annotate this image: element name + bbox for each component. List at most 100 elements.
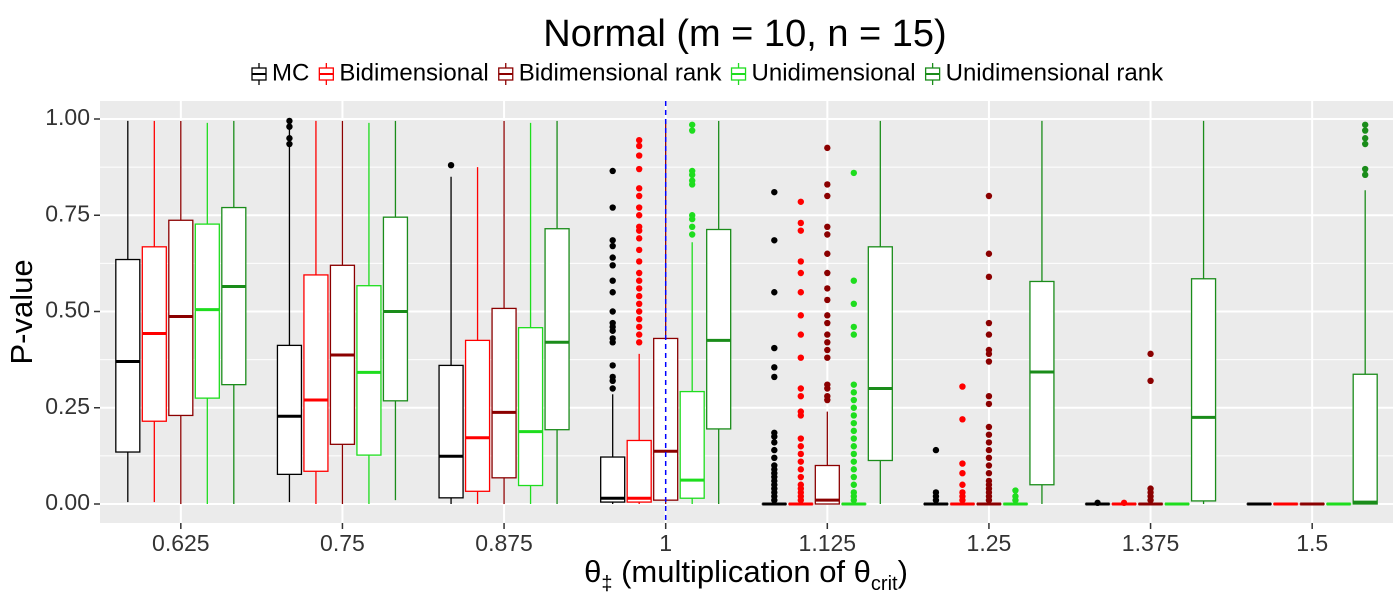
outlier-point — [447, 162, 455, 169]
outlier-point — [985, 250, 993, 257]
outlier-point — [850, 396, 858, 404]
outlier-point — [797, 269, 805, 277]
outlier-point — [688, 181, 696, 188]
outlier-point — [797, 354, 805, 361]
x-axis-theta-subscript: ‡ — [601, 573, 612, 595]
outlier-point — [635, 339, 643, 346]
outlier-point — [797, 458, 805, 465]
outlier-point — [635, 292, 643, 300]
box — [438, 364, 464, 499]
box — [1029, 280, 1055, 486]
outlier-point — [824, 250, 831, 257]
y-tick-label: 0.25 — [45, 393, 90, 419]
outlier-point — [824, 331, 831, 338]
outlier-point — [1361, 135, 1369, 142]
outlier-point — [959, 383, 966, 390]
box — [356, 285, 382, 456]
outlier-point — [609, 254, 616, 261]
plot-marks — [115, 117, 1378, 507]
outlier-point — [771, 373, 778, 381]
outlier-point — [797, 473, 805, 481]
outlier-point — [824, 181, 831, 188]
box — [221, 206, 247, 386]
outlier-point — [635, 142, 643, 150]
outlier-point — [850, 381, 858, 388]
outlier-point — [850, 404, 858, 411]
box — [706, 228, 732, 430]
legend-item: Bidimensional — [318, 59, 489, 86]
box — [1352, 373, 1378, 505]
y-tick-label: 0.50 — [45, 297, 90, 323]
outlier-point — [609, 167, 616, 175]
x-axis: 0.625 0.75 0.875 1 1.125 1.25 1.375 1.5 — [152, 523, 1328, 556]
x-axis-title-close: ) — [898, 554, 908, 589]
outlier-point — [771, 364, 778, 371]
outlier-point — [985, 470, 993, 477]
outlier-point — [850, 458, 858, 465]
outlier-point — [1012, 487, 1019, 494]
x-axis-theta-symbol: θ — [584, 554, 601, 589]
y-tick-label: 0.00 — [45, 489, 90, 515]
outlier-point — [850, 427, 858, 435]
outlier-point — [609, 204, 616, 211]
y-axis: 0.00 0.25 0.50 0.75 1.00 — [45, 104, 100, 515]
outlier-point — [824, 223, 831, 230]
legend-item: Unidimensional rank — [924, 59, 1164, 86]
outlier-point — [985, 192, 993, 200]
series-mc — [115, 117, 1272, 507]
outlier-point — [688, 223, 696, 230]
outlier-point — [824, 339, 831, 346]
chart-title: Normal (m = 10, n = 15) — [543, 13, 946, 55]
legend: MC Bidimensional Bidimensional rank Unidime… — [251, 59, 1164, 86]
outlier-point — [635, 185, 643, 192]
outlier-point — [771, 237, 778, 244]
outlier-point — [824, 346, 831, 354]
outlier-point — [771, 344, 778, 352]
series-unidimensional — [194, 121, 1352, 506]
x-tick-label: 0.875 — [475, 530, 533, 556]
outlier-point — [688, 231, 696, 238]
outlier-point — [635, 258, 643, 265]
legend-item: Unidimensional — [730, 59, 916, 86]
legend-label: Bidimensional rank — [519, 59, 723, 86]
outlier-point — [797, 466, 805, 473]
outlier-point — [797, 385, 805, 392]
outlier-point — [771, 289, 778, 296]
outlier-point — [771, 454, 778, 461]
outlier-point — [824, 396, 831, 404]
outlier-point — [797, 312, 805, 319]
x-tick-label: 0.625 — [152, 530, 210, 556]
x-tick-label: 1.125 — [799, 530, 857, 556]
x-tick-label: 0.75 — [320, 530, 365, 556]
outlier-point — [609, 308, 616, 315]
x-tick-label: 1.5 — [1296, 530, 1328, 556]
outlier-point — [824, 285, 831, 292]
outlier-point — [1361, 165, 1369, 173]
outlier-point — [688, 121, 696, 128]
outlier-point — [985, 454, 993, 461]
outlier-point — [1147, 496, 1154, 504]
outlier-point — [824, 269, 831, 277]
outlier-point — [824, 354, 831, 361]
outlier-point — [797, 443, 805, 450]
outlier-point — [635, 227, 643, 234]
outlier-point — [1120, 499, 1128, 507]
outlier-point — [985, 423, 993, 431]
outlier-point — [635, 204, 643, 211]
outlier-point — [635, 277, 643, 284]
legend-label: Unidimensional rank — [946, 59, 1164, 86]
box — [544, 228, 570, 431]
outlier-point — [1361, 127, 1369, 134]
outlier-point — [635, 152, 643, 159]
outlier-point — [797, 435, 805, 442]
outlier-point — [850, 419, 858, 427]
outlier-point — [635, 192, 643, 200]
outlier-point — [609, 262, 616, 269]
outlier-point — [609, 385, 616, 392]
box — [626, 439, 652, 503]
legend-label: Unidimensional — [752, 59, 916, 86]
outlier-point — [850, 412, 858, 419]
outlier-point — [850, 300, 858, 307]
box — [814, 464, 840, 505]
outlier-point — [635, 331, 643, 338]
